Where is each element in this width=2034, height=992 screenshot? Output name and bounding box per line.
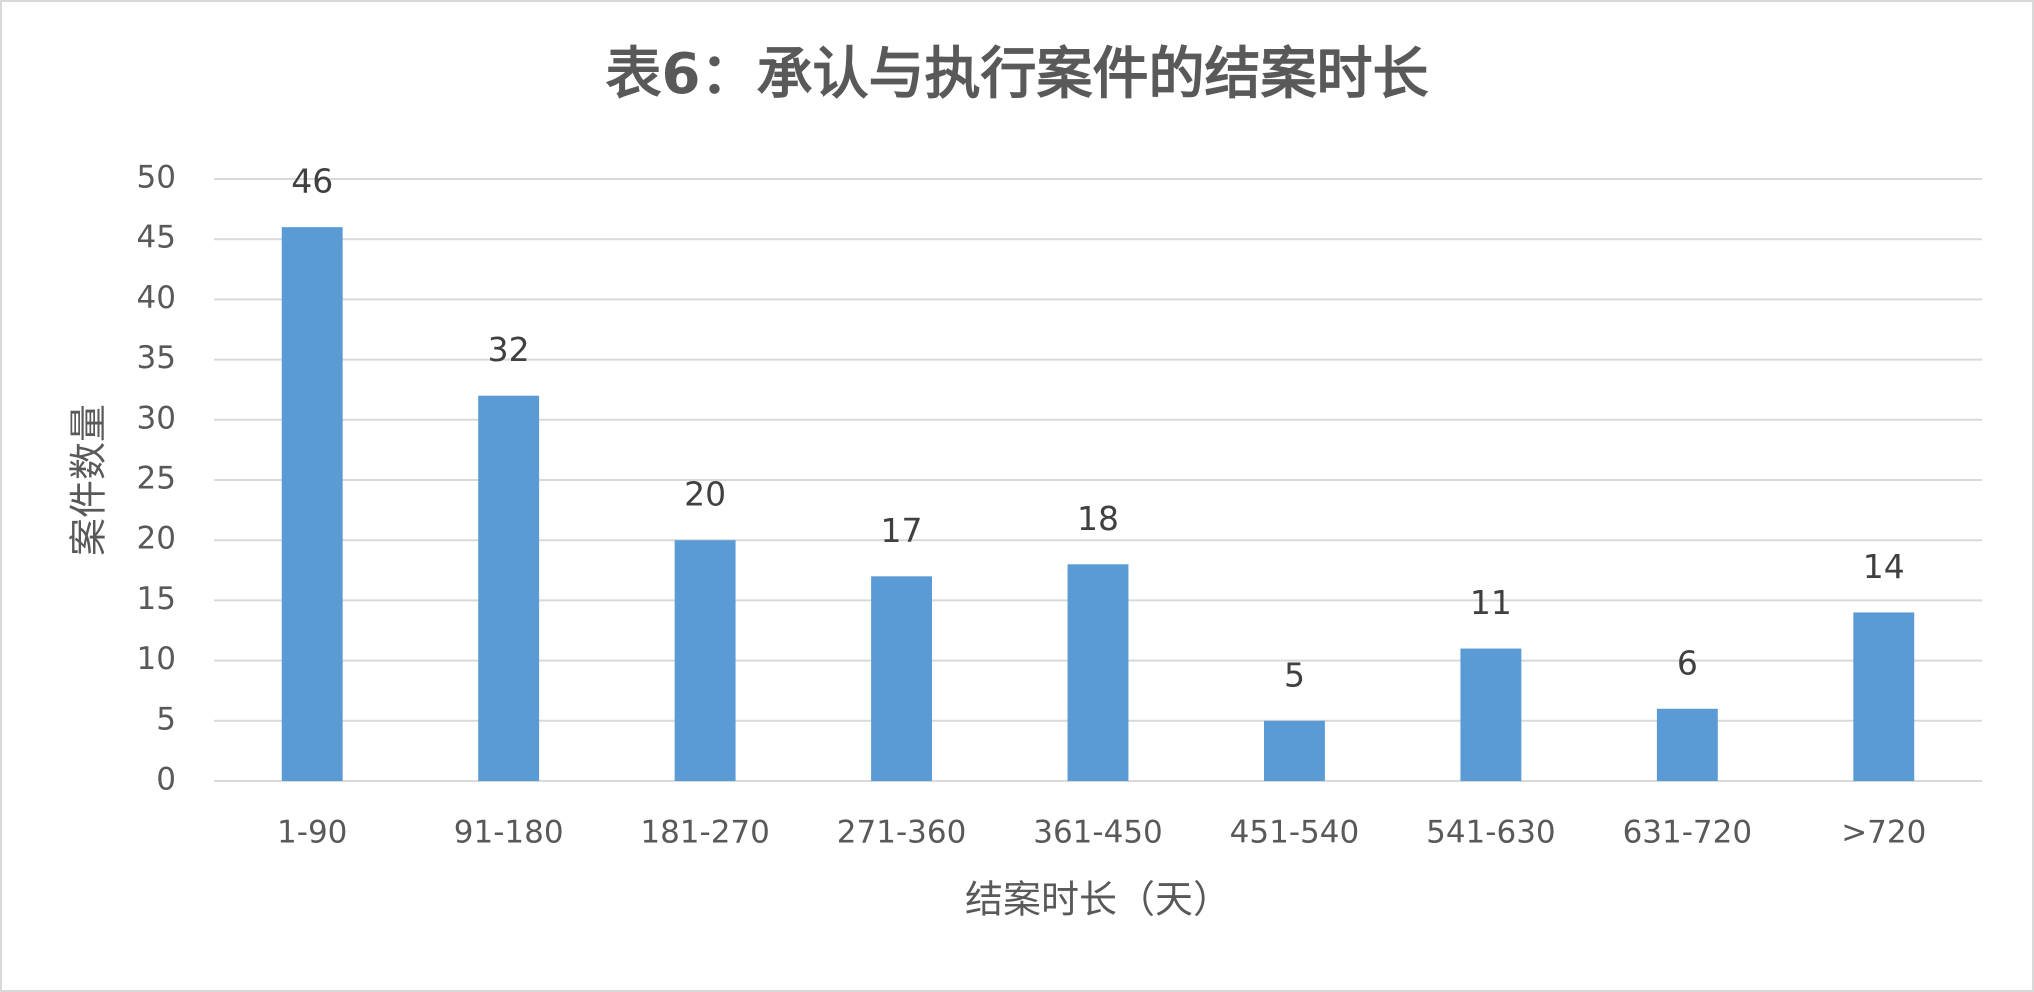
value-label: 11: [1470, 583, 1512, 622]
y-tick-label: 0: [156, 762, 176, 798]
bar: [1263, 720, 1325, 781]
value-label: 17: [881, 511, 923, 550]
chart-title: 表6：承认与执行案件的结案时长: [606, 42, 1429, 107]
y-axis-title: 案件数量: [67, 404, 111, 556]
bar: [674, 540, 736, 781]
bar: [1067, 564, 1129, 781]
y-tick-label: 50: [137, 160, 176, 196]
x-axis-title: 结案时长（天）: [965, 878, 1231, 922]
y-tick-label: 25: [137, 461, 176, 497]
x-tick-label: 451-540: [1230, 815, 1360, 851]
y-tick-label: 10: [137, 641, 176, 677]
y-tick-label: 35: [137, 340, 176, 376]
x-tick-label: 271-360: [837, 815, 967, 851]
value-label: 6: [1677, 643, 1698, 682]
y-tick-label: 15: [137, 581, 176, 617]
bar: [1853, 612, 1915, 781]
bar: [478, 395, 540, 781]
x-tick-label: 541-630: [1426, 815, 1556, 851]
x-tick-label: 361-450: [1033, 815, 1163, 851]
bar: [871, 576, 933, 781]
value-label: 14: [1863, 547, 1905, 586]
value-label: 18: [1077, 499, 1119, 538]
y-tick-label: 20: [137, 521, 176, 557]
y-tick-label: 45: [137, 220, 176, 256]
y-tick-label: 40: [137, 280, 176, 316]
bar: [281, 227, 343, 781]
x-tick-label: 1-90: [277, 815, 347, 851]
x-tick-label: >720: [1841, 815, 1926, 851]
bar: [1460, 648, 1522, 781]
value-label: 20: [684, 475, 726, 514]
x-tick-label: 91-180: [454, 815, 564, 851]
value-label: 32: [488, 330, 530, 369]
bar: [1656, 708, 1718, 781]
value-label: 46: [291, 162, 333, 201]
x-tick-label: 181-270: [640, 815, 770, 851]
value-label: 5: [1284, 655, 1305, 694]
y-tick-label: 5: [156, 701, 176, 737]
y-tick-label: 30: [137, 400, 176, 436]
x-tick-label: 631-720: [1623, 815, 1753, 851]
